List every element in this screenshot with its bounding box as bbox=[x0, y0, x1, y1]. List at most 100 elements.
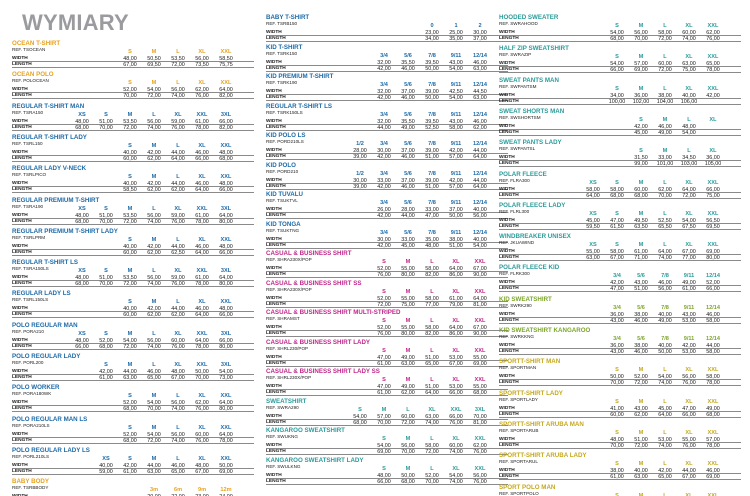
measure-value: 63,50 bbox=[634, 223, 648, 230]
measure-value: 63,00 bbox=[473, 65, 487, 72]
measure-row: WIDTH 48,00 51,00 53,50 56,00 59,00 61,00 64,00 bbox=[12, 275, 254, 282]
measure-value: 73,00 bbox=[219, 375, 233, 381]
measure-value: 66,00 bbox=[682, 411, 696, 418]
size-label: XL bbox=[174, 205, 182, 212]
measure-value: 63,00 bbox=[147, 468, 161, 475]
measure-value: 49,00 bbox=[658, 129, 672, 136]
measure-value: 70,00 bbox=[99, 281, 113, 288]
size-label: 7/8 bbox=[661, 336, 669, 342]
measure-value: 90,00 bbox=[473, 331, 487, 337]
product-size-table: POLO REGULAR LADY REF. PORL200 S M L XL XXL 3XL… bbox=[12, 353, 254, 381]
size-label: 3/4 bbox=[380, 170, 388, 177]
product-name: CASUAL & BUSINESS SHIRT MULTI-STRIPED bbox=[266, 309, 401, 316]
size-label: 9m bbox=[197, 487, 207, 494]
measure-value: 42,00 bbox=[706, 92, 720, 99]
measure-row: WIDTH 48,00 51,00 53,50 56,00 59,00 61,00 64,00 bbox=[12, 213, 254, 219]
measure-value: 48,00 bbox=[123, 56, 137, 62]
measure-value: 32,00 bbox=[377, 89, 391, 95]
product-ref: REF. PORA210LS bbox=[12, 422, 50, 428]
size-label: L bbox=[663, 367, 667, 374]
measure-value: 72,00 bbox=[401, 419, 415, 426]
measure-value: 44,00 bbox=[171, 149, 185, 156]
measure-value: 78,00 bbox=[706, 442, 720, 449]
size-label: L bbox=[663, 23, 667, 29]
product-ref: REF. FLRL300 bbox=[499, 208, 530, 214]
measure-row: LENGTH 64,00 68,00 68,00 70,00 72,00 75,00 bbox=[499, 193, 741, 199]
product-name: POLO REGULAR LADY LS bbox=[12, 446, 90, 454]
row-label: WIDTH bbox=[12, 87, 28, 93]
measure-value: 48,00 bbox=[75, 118, 89, 125]
size-label: 5/6 bbox=[637, 273, 645, 280]
measure-value: 65,00 bbox=[147, 375, 161, 381]
size-label: L bbox=[430, 465, 434, 472]
measure-value: 76,00 bbox=[195, 437, 209, 444]
measure-value: 68,00 bbox=[75, 124, 89, 131]
size-label: S bbox=[128, 174, 132, 181]
row-label: WIDTH bbox=[266, 384, 282, 389]
measure-value: 39,50 bbox=[425, 118, 439, 125]
measure-value: 77,00 bbox=[682, 255, 696, 262]
size-label: 9/11 bbox=[683, 273, 695, 280]
product-ref: REF. SPORTARUB bbox=[499, 427, 539, 433]
measure-value: 62,00 bbox=[195, 87, 209, 94]
measure-row: WIDTH 45,00 47,00 49,50 52,50 54,00 56,50 bbox=[499, 218, 741, 224]
row-label: LENGTH bbox=[12, 437, 32, 443]
size-label: XL bbox=[198, 236, 206, 243]
measure-value: 54,00 bbox=[682, 129, 696, 136]
product-name: REGULAR PREMIUM T-SHIRT LADY bbox=[12, 227, 118, 235]
measure-value: 40,00 bbox=[473, 236, 487, 243]
measure-value: 72,00 bbox=[658, 36, 672, 42]
measure-value: 47,00 bbox=[425, 213, 439, 219]
product-header: CASUAL & BUSINESS SHIRT LADY SS REF. SHRL… bbox=[266, 368, 508, 384]
measure-value: 28,00 bbox=[353, 148, 367, 154]
size-label: S bbox=[128, 299, 132, 306]
measure-value: 49,00 bbox=[706, 405, 720, 412]
measure-value: 40,00 bbox=[473, 207, 487, 213]
measure-value: 77,00 bbox=[425, 301, 439, 308]
size-label: M bbox=[405, 436, 411, 442]
measure-value: 90,00 bbox=[473, 272, 487, 278]
measure-value: 62,00 bbox=[147, 155, 161, 162]
size-label: S bbox=[615, 85, 619, 92]
row-label: WIDTH bbox=[12, 400, 28, 406]
size-label: M bbox=[405, 347, 411, 354]
measure-value: 82,00 bbox=[219, 93, 233, 100]
measure-value: 72,00 bbox=[377, 301, 391, 308]
measure-value: 58,00 bbox=[610, 186, 624, 193]
size-label: S bbox=[615, 23, 619, 29]
measure-row: WIDTH 36,00 38,00 40,00 42,00 44,00 bbox=[499, 343, 741, 349]
measure-value: 55,00 bbox=[473, 384, 487, 390]
measure-row: LENGTH 58,50 62,00 62,00 64,00 66,00 bbox=[12, 187, 254, 194]
measure-value: 52,00 bbox=[377, 266, 391, 272]
product-header: REGULAR PREMIUM T-SHIRT REF. TSRA190 XS S M L… bbox=[12, 197, 254, 213]
product-ref: REF. TSRLPRM bbox=[12, 234, 46, 240]
measure-value: 61,00 bbox=[99, 375, 113, 381]
measure-row: LENGTH 59,00 61,00 63,00 65,00 67,00 69,00 bbox=[12, 469, 254, 475]
size-label: M bbox=[638, 54, 644, 61]
measure-value: 80,00 bbox=[706, 255, 720, 262]
measure-value: 56,00 bbox=[147, 118, 161, 125]
measure-row: LENGTH 76,00 80,00 82,00 86,00 90,00 bbox=[266, 272, 508, 278]
product-ref: REF. SWRK290 bbox=[499, 302, 532, 308]
measure-row: LENGTH 42,00 46,00 50,00 54,00 63,00 bbox=[266, 95, 508, 101]
measure-value: 54,00 bbox=[449, 65, 463, 72]
size-label: M bbox=[405, 377, 411, 383]
product-header: KANGAROO SWEATSHIRT REF. SWUKNG S M L XL XXL bbox=[266, 427, 508, 443]
product-size-table: KID T-SHIRT REF. TSRK150 3/4 5/6 7/8 9/11 12/1… bbox=[266, 44, 508, 72]
row-label: LENGTH bbox=[12, 218, 32, 224]
size-label: 5/6 bbox=[404, 82, 412, 88]
size-label: 12/14 bbox=[473, 111, 487, 118]
product-ref: REF. SWRKKNG bbox=[499, 334, 534, 339]
measure-value: 74,00 bbox=[449, 449, 463, 455]
measure-row: LENGTH 42,00 46,00 50,00 54,00 63,00 bbox=[266, 66, 508, 72]
product-ref: REF. TSRA190 bbox=[12, 203, 44, 209]
size-label: 3/4 bbox=[380, 111, 388, 118]
measure-value: 62,00 bbox=[147, 187, 161, 194]
product-name: SWEATSHIRT bbox=[266, 397, 307, 405]
measure-value: 52,00 bbox=[377, 295, 391, 302]
measure-value: 66,00 bbox=[219, 337, 233, 344]
measure-value: 54,00 bbox=[658, 374, 672, 381]
size-label: L bbox=[663, 85, 667, 92]
size-label: S bbox=[382, 377, 386, 383]
product-ref: REF. SWULKNG bbox=[266, 463, 301, 469]
